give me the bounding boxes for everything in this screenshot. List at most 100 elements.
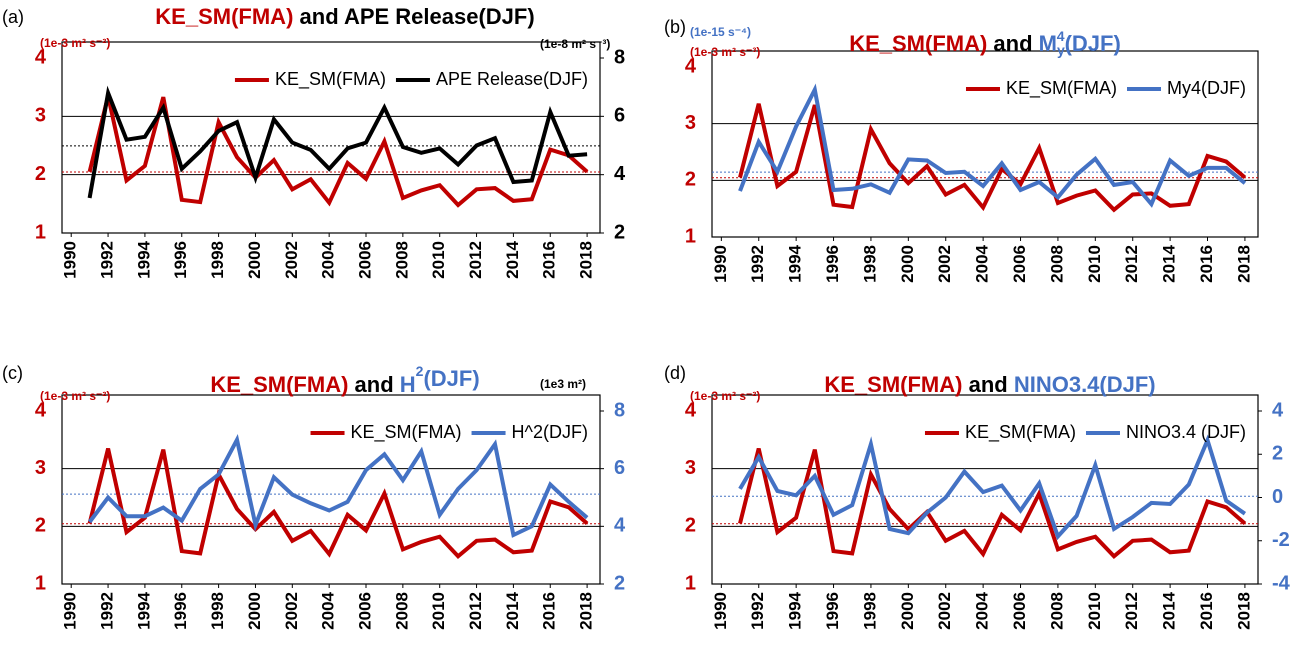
x-tick-label: 2006 [355,241,374,279]
y2-tick-label: 0 [1272,486,1283,508]
y-tick-label: 4 [685,55,697,77]
y-tick-label: 3 [35,105,46,127]
y2-tick-label: 4 [614,163,626,185]
chart-title: KE_SM(FMA) and My4(DJF) [849,28,1121,58]
x-tick-label: 2014 [503,240,522,278]
y-unit-label: (1e-3 m² s⁻³) [690,45,760,59]
y2-tick-label: 8 [614,46,625,68]
x-tick-label: 1992 [748,245,767,283]
x-tick-label: 2006 [1010,245,1029,283]
panel-label: (c) [2,363,23,383]
x-tick-label: 2002 [282,241,301,279]
x-tick-label: 2010 [1085,592,1104,630]
x-tick-label: 2010 [429,241,448,279]
title-part: KE_SM(FMA) [824,372,962,397]
panel-label: (a) [2,7,24,27]
x-tick-label: 1998 [208,241,227,279]
y2-tick-label: 4 [1272,399,1284,421]
x-tick-label: 2000 [898,245,917,283]
x-tick-label: 2018 [577,241,596,279]
x-tick-label: 1990 [61,241,80,279]
title-part: y [1057,42,1065,58]
data-line [738,103,1247,213]
data-line [738,83,1247,208]
x-tick-label: 1998 [860,245,879,283]
y-tick-label: 4 [35,399,47,421]
title-part: (DJF) [423,366,479,391]
x-tick-label: 2018 [1234,245,1253,283]
y-tick-label: 1 [35,221,46,243]
legend-label: KE_SM(FMA) [965,422,1076,443]
x-tick-label: 1994 [786,591,805,629]
legend-label: KE_SM(FMA) [1006,78,1117,99]
legend-label: My4(DJF) [1167,78,1246,98]
x-tick-label: 2016 [1197,245,1216,283]
y-tick-label: 3 [685,457,696,479]
x-tick-label: 1996 [823,592,842,630]
y2-tick-label: 6 [614,457,625,479]
y-tick-label: 4 [685,399,697,421]
legend-label: NINO3.4 (DJF) [1126,422,1246,442]
y2-tick-label: 2 [614,572,625,594]
title-part: and [962,372,1013,397]
y2-tick-label: -2 [1272,529,1290,551]
x-tick-label: 2004 [973,244,992,282]
chart-title: KE_SM(FMA) and APE Release(DJF) [155,4,534,29]
x-tick-label: 1992 [98,241,117,279]
chart-title: KE_SM(FMA) and NINO3.4(DJF) [824,372,1155,397]
panel-label: (b) [664,17,686,37]
x-tick-label: 1992 [98,592,117,630]
x-tick-label: 2018 [1234,592,1253,630]
x-tick-label: 2000 [245,241,264,279]
legend-label: KE_SM(FMA) [275,69,386,90]
title-part: H [400,372,416,397]
x-tick-label: 2006 [355,592,374,630]
y-unit-label: (1e-3 m² s⁻²) [40,389,110,403]
y-tick-label: 2 [685,515,696,537]
data-line [88,434,589,538]
x-tick-label: 2014 [503,591,522,629]
x-tick-label: 1998 [208,592,227,630]
x-tick-label: 2012 [1122,592,1141,630]
y2-tick-label: 2 [614,221,625,243]
x-tick-label: 2014 [1160,244,1179,282]
data-line [738,448,1247,560]
x-tick-label: 2002 [282,592,301,630]
x-tick-label: 2010 [1085,245,1104,283]
data-line [738,434,1247,541]
y-unit-label: (1e-3 m² s⁻²) [690,389,760,403]
y-tick-label: 4 [35,46,47,68]
x-tick-label: 2008 [1047,592,1066,630]
title-part: 2 [416,363,424,379]
plot-frame [61,41,601,234]
x-tick-label: 2002 [935,592,954,630]
title-part: and [987,31,1038,56]
x-tick-label: 1990 [61,592,80,630]
x-tick-label: 2002 [935,245,954,283]
x-tick-label: 2010 [429,592,448,630]
x-tick-label: 2000 [245,592,264,630]
x-tick-label: 1996 [171,241,190,279]
y2-unit-label: (1e-8 m² s⁻³) [540,37,610,51]
y2-tick-label: 6 [614,105,625,127]
title-part: APE Release(DJF) [344,4,535,29]
title-part: (DJF) [1065,31,1121,56]
x-tick-label: 1994 [786,244,805,282]
title-part: NINO3.4(DJF) [1014,372,1156,397]
x-tick-label: 2004 [973,591,992,629]
y2-tick-label: 2 [1272,443,1283,465]
x-tick-label: 2008 [392,241,411,279]
x-tick-label: 2012 [1122,245,1141,283]
title-part: 4 [1057,28,1065,44]
y2-tick-label: 4 [614,515,626,537]
legend-label: KE_SM(FMA) [351,422,462,443]
y-tick-label: 2 [35,515,46,537]
x-tick-label: 2006 [1010,592,1029,630]
x-tick-label: 2004 [319,240,338,278]
y-tick-label: 1 [35,572,46,594]
y2-tick-label: 8 [614,399,625,421]
x-tick-label: 2014 [1160,591,1179,629]
plot-frame [61,394,601,585]
title-part: KE_SM(FMA) [155,4,293,29]
